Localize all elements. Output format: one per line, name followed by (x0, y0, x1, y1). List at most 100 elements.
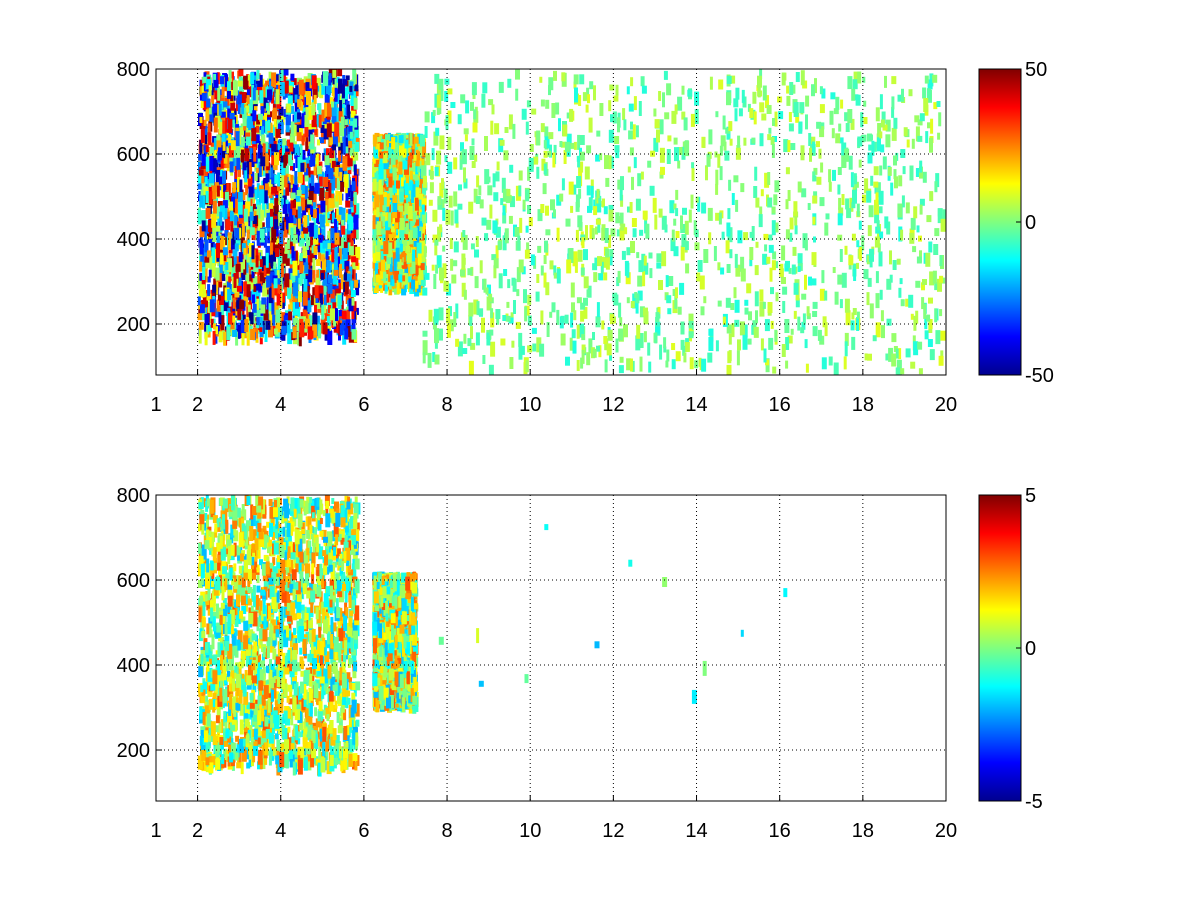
heatmap-cell (345, 295, 351, 304)
heatmap-cell (409, 189, 413, 200)
heatmap-cell (221, 84, 225, 98)
heatmap-cell (288, 85, 293, 93)
heatmap-cell (389, 200, 395, 212)
heatmap-cell (330, 186, 334, 201)
heatmap-cell (285, 116, 291, 126)
heatmap-cell (227, 258, 232, 273)
heatmap-cell (285, 183, 290, 196)
heatmap-cell (323, 128, 329, 140)
heatmap-cell (322, 240, 328, 249)
heatmap-cell (228, 312, 233, 325)
heatmap-cell (247, 178, 252, 189)
heatmap-cell (261, 134, 266, 143)
heatmap-cell (384, 214, 390, 226)
heatmap-cell (316, 259, 321, 266)
heatmap-cell (325, 163, 331, 174)
heatmap-cell (256, 173, 260, 183)
heatmap-cell (318, 226, 323, 234)
heatmap-cell (345, 319, 351, 332)
heatmap-cell (230, 95, 234, 102)
heatmap-cell (340, 181, 345, 192)
heatmap-cell (250, 219, 255, 230)
heatmap-cell (310, 134, 315, 147)
heatmap-cell (275, 238, 280, 247)
heatmap-cell (239, 127, 244, 136)
heatmap-cell (244, 148, 250, 162)
heatmap-cell (299, 261, 304, 274)
heatmap-cell (198, 328, 202, 344)
heatmap-cell (268, 288, 273, 304)
heatmap-cell (332, 269, 337, 285)
heatmap-cell (234, 243, 239, 252)
heatmap-cell (237, 325, 241, 338)
heatmap-cell (274, 187, 279, 193)
heatmap-cell (326, 123, 332, 138)
heatmap-cell (244, 167, 248, 183)
heatmap-cell (351, 307, 355, 321)
heatmap-cell (338, 282, 341, 293)
heatmap-cell (198, 321, 204, 330)
heatmap-cell (254, 189, 258, 200)
heatmap-cell (346, 255, 350, 265)
heatmap-cell (382, 180, 386, 193)
heatmap-cell (388, 147, 393, 159)
heatmap-cell (337, 316, 343, 325)
heatmap-cell (334, 122, 340, 137)
heatmap-cell (304, 318, 310, 329)
heatmap-cell (299, 143, 303, 157)
heatmap-cell (223, 296, 229, 312)
heatmap-cell (314, 124, 318, 136)
heatmap-cell (230, 256, 234, 268)
heatmap-cell (203, 168, 208, 176)
heatmap-cell (271, 263, 277, 279)
heatmap-cell (290, 174, 294, 185)
heatmap-cell (320, 272, 324, 280)
heatmap-cell (235, 131, 240, 147)
heatmap-cell (209, 191, 213, 205)
heatmap-cell (244, 319, 249, 333)
heatmap-cell (324, 102, 327, 117)
heatmap-cell (351, 297, 355, 306)
heatmap-cell (273, 119, 277, 128)
heatmap-cell (260, 304, 266, 314)
heatmap-cell (283, 189, 287, 196)
heatmap-cell (340, 274, 345, 290)
heatmap-cell (321, 259, 326, 274)
heatmap-cell (219, 252, 224, 265)
heatmap-cell (226, 183, 230, 196)
heatmap-cell (204, 89, 208, 104)
heatmap-cell (246, 229, 250, 240)
heatmap-cell (228, 276, 232, 283)
heatmap-cell (251, 154, 255, 167)
heatmap-cell (415, 159, 420, 167)
heatmap-cell (309, 183, 315, 193)
heatmap-cell (274, 286, 278, 296)
heatmap-cell (351, 327, 357, 340)
heatmap-cell (261, 170, 266, 177)
heatmap-cell (224, 226, 228, 238)
heatmap-cell (263, 97, 268, 109)
heatmap-cell (258, 113, 263, 120)
heatmap-cell (209, 255, 215, 268)
heatmap-cell (300, 184, 306, 194)
heatmap-cell (339, 100, 343, 113)
heatmap-cell (247, 235, 251, 246)
heatmap-cell (315, 322, 321, 337)
heatmap-cell (311, 114, 317, 128)
heatmap-cell (315, 274, 319, 288)
heatmap-cell (229, 161, 234, 173)
heatmap-cell (353, 191, 357, 205)
heatmap-cell (268, 298, 274, 314)
heatmap-cell (263, 265, 267, 277)
heatmap-cell (292, 234, 298, 244)
heatmap-cell (228, 70, 232, 83)
heatmap-cell (285, 165, 289, 174)
heatmap-cell (214, 281, 219, 295)
heatmap-cell (231, 196, 236, 208)
heatmap-cell (330, 176, 336, 191)
heatmap-cell (315, 77, 321, 86)
heatmap-cell (327, 311, 331, 318)
heatmap-cell (290, 200, 296, 214)
heatmap-cell (214, 154, 220, 164)
